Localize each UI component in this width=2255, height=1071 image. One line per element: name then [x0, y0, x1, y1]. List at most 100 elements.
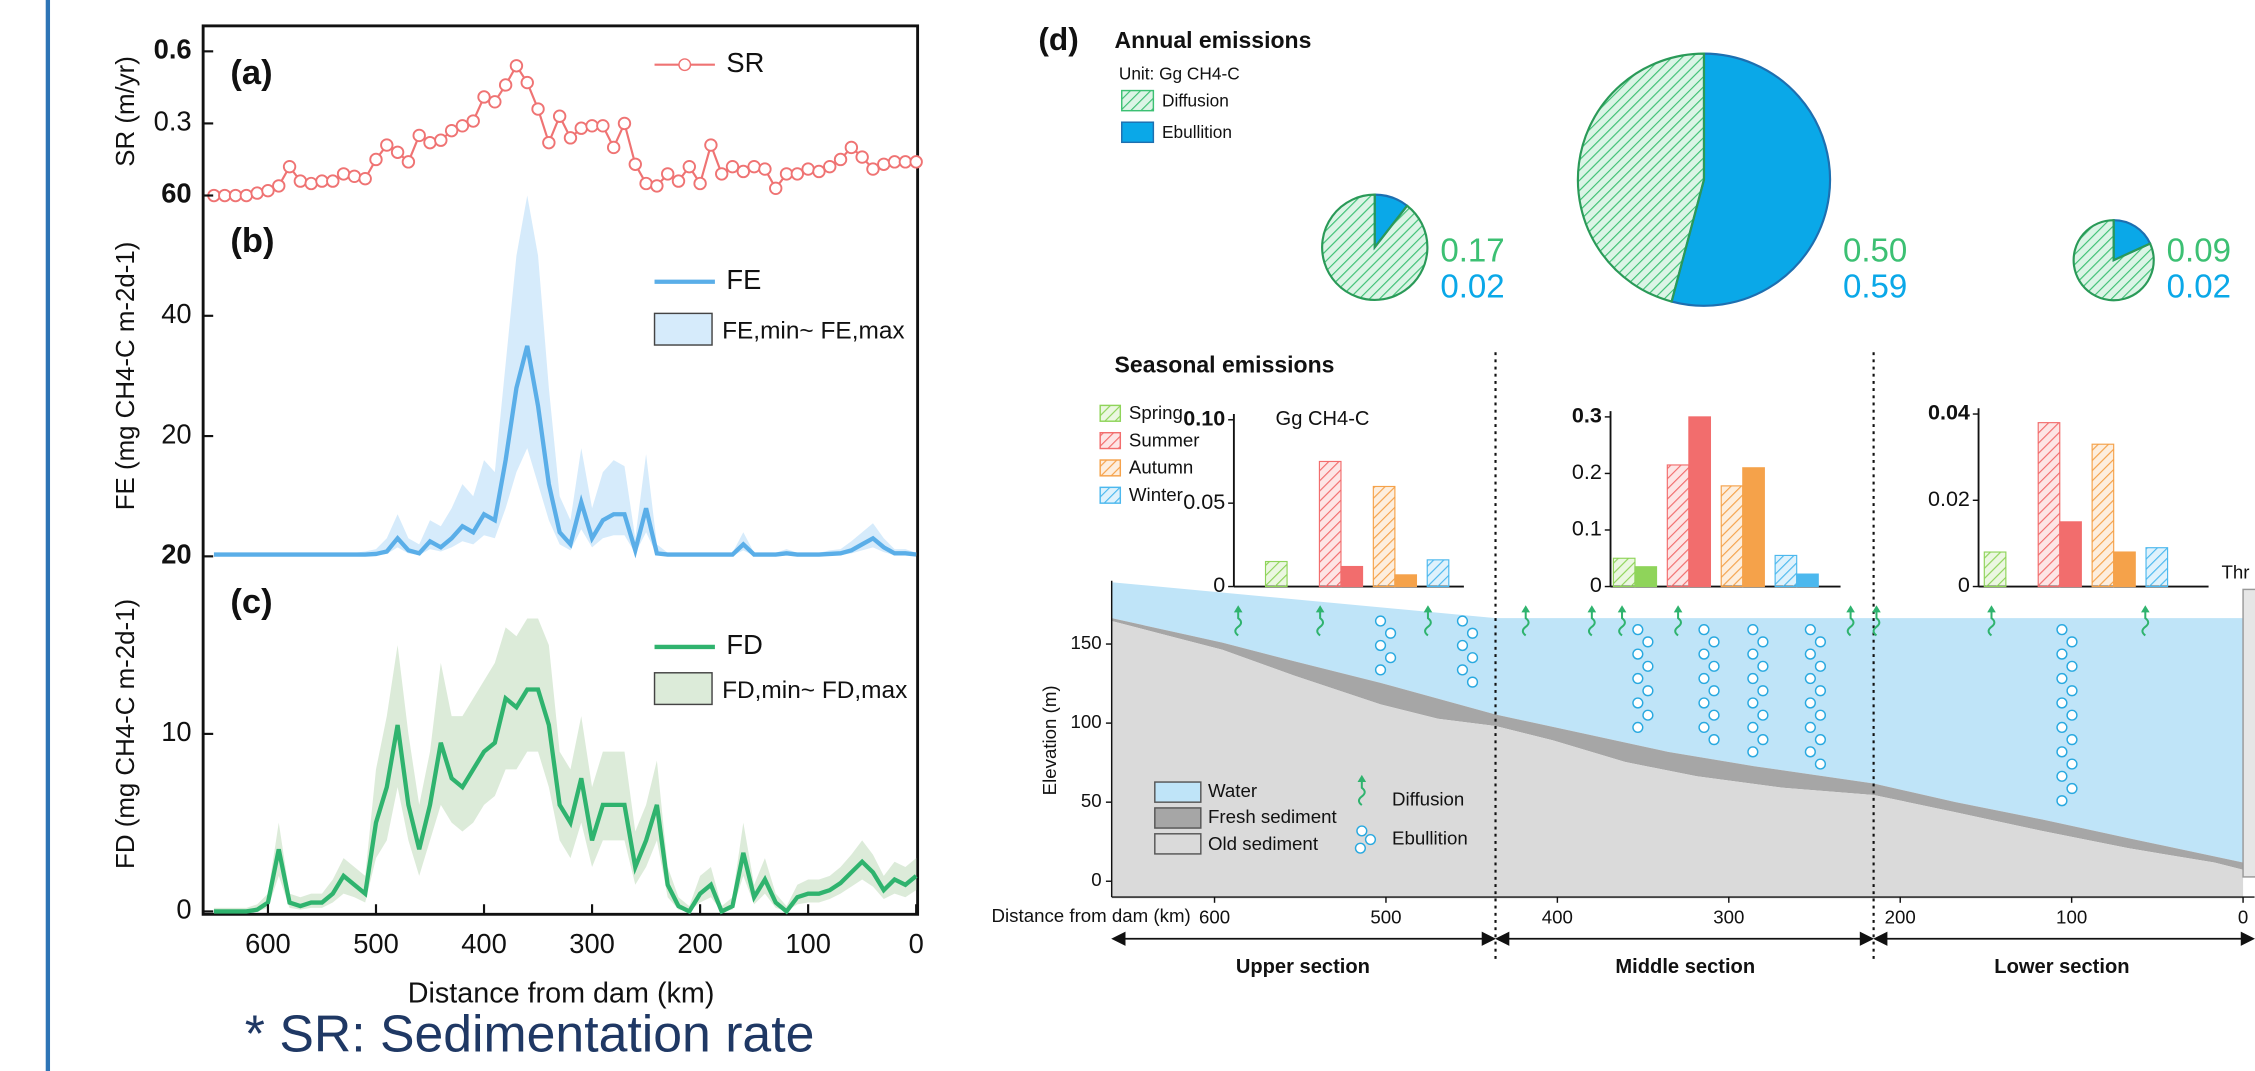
ebullition-icon [1708, 709, 1720, 721]
ebullition-icon [1747, 746, 1759, 758]
diffusion-arrow [1617, 605, 1627, 613]
diffusion-arrow [1357, 774, 1367, 783]
x-tick-label: 500 [1370, 907, 1401, 928]
legend-label: Fresh sediment [1208, 806, 1337, 827]
ebullition-icon [1374, 639, 1387, 652]
data-point [779, 167, 794, 181]
data-point [282, 159, 297, 174]
ebullition-icon [2066, 734, 2078, 746]
ebullition-icon [2056, 697, 2068, 709]
legend-label: Summer [1129, 429, 1200, 450]
y-tick-label: 20 [161, 539, 191, 570]
x-tick-label: 400 [461, 928, 507, 959]
ebullition-icon [1466, 676, 1479, 688]
pie-value-label: 0.09 [2167, 233, 2231, 270]
legend-label: Autumn [1129, 457, 1193, 478]
x-tick-label: 0 [909, 928, 924, 959]
data-point [682, 159, 696, 174]
diffusion-arrow [1872, 605, 1881, 613]
ebullition-icon [2056, 770, 2068, 782]
ebullition-icon [2066, 685, 2078, 697]
ebullition-icon [1632, 672, 1644, 685]
data-point [423, 135, 437, 150]
ebullition-icon [1698, 721, 1710, 734]
diffusion-arrow [1987, 605, 1996, 613]
legend-label: Ebullition [1392, 827, 1468, 848]
unit-label: Gg CH4-C [1276, 408, 1370, 430]
pie-slice [1576, 52, 1706, 303]
data-line [213, 687, 918, 915]
data-point [520, 75, 534, 90]
diffusion-icon [1234, 609, 1243, 637]
data-point [531, 102, 545, 116]
legend-swatch [1121, 121, 1155, 144]
ebullition-icon [1708, 660, 1720, 672]
ebullition-icon [2066, 636, 2078, 648]
data-point [909, 155, 923, 169]
ebullition-icon [1374, 615, 1387, 627]
dam [2242, 588, 2255, 878]
data-point [509, 59, 524, 73]
data-point [369, 152, 383, 167]
legend-label: Spring [1129, 402, 1183, 423]
diffusion-arrow [1233, 605, 1243, 613]
diffusion-icon [2141, 609, 2150, 637]
x-tick-label: 0 [2238, 907, 2248, 928]
pie-value-label: 0.02 [1440, 269, 1504, 306]
ebullition-icon [1456, 664, 1469, 676]
diffusion-icon [1587, 609, 1596, 637]
ebullition-icon [1708, 636, 1720, 648]
ebullition-icon [1814, 734, 1827, 746]
diffusion-arrow [1315, 605, 1325, 613]
dam-label: Thr [2222, 562, 2250, 583]
data-point [563, 131, 578, 145]
x-tick-label: 400 [1542, 907, 1573, 928]
left-frame [201, 24, 920, 916]
y-tick-label: 0.10 [1183, 405, 1225, 430]
ebullition-icon [1698, 624, 1710, 636]
data-point [358, 172, 372, 186]
data-point [671, 174, 686, 188]
ebullition-icon [1642, 660, 1654, 672]
data-point [250, 186, 264, 200]
ebullition-icon [1354, 842, 1366, 854]
data-point [693, 176, 707, 191]
pie-value-label: 0.59 [1843, 269, 1907, 306]
ebullition-icon [1814, 685, 1827, 697]
ebullition-icon [1814, 758, 1827, 770]
data-point [823, 159, 837, 174]
diffusion-icon [1357, 779, 1366, 806]
data-point [315, 174, 329, 188]
ebullition-icon [1456, 639, 1469, 652]
y-axis-label: SR (m/yr) [112, 56, 140, 167]
data-point [488, 95, 502, 109]
legend-label: FE [726, 264, 761, 295]
data-point [661, 167, 675, 181]
data-point [877, 157, 891, 171]
data-point [304, 176, 318, 191]
data-point [455, 119, 470, 133]
pie-value-label: 0.17 [1440, 233, 1504, 270]
x-axis-label: Distance from dam (km) [408, 977, 715, 1009]
bar [1742, 467, 1765, 588]
ebullition-icon [1804, 697, 1816, 709]
ebullition-icon [1632, 648, 1644, 660]
x-tick-label: 200 [1885, 907, 1916, 928]
ebullition-icon [1642, 709, 1654, 721]
legend-label: FE,min~ FE,max [722, 318, 905, 345]
data-point [261, 184, 275, 198]
data-point [855, 150, 869, 164]
ebullition-icon [1698, 672, 1710, 685]
water [1111, 582, 2244, 863]
diffusion-icon [1316, 609, 1325, 637]
diffusion-icon [1987, 609, 1996, 637]
y-tick-label: 100 [1070, 711, 1101, 732]
ebullition-icon [1384, 627, 1397, 639]
section-arrows [1111, 931, 2255, 946]
data-point [596, 119, 610, 133]
x-tick-label: 300 [569, 928, 615, 959]
ebullition-icon [1708, 734, 1720, 746]
bar [1983, 551, 2007, 588]
